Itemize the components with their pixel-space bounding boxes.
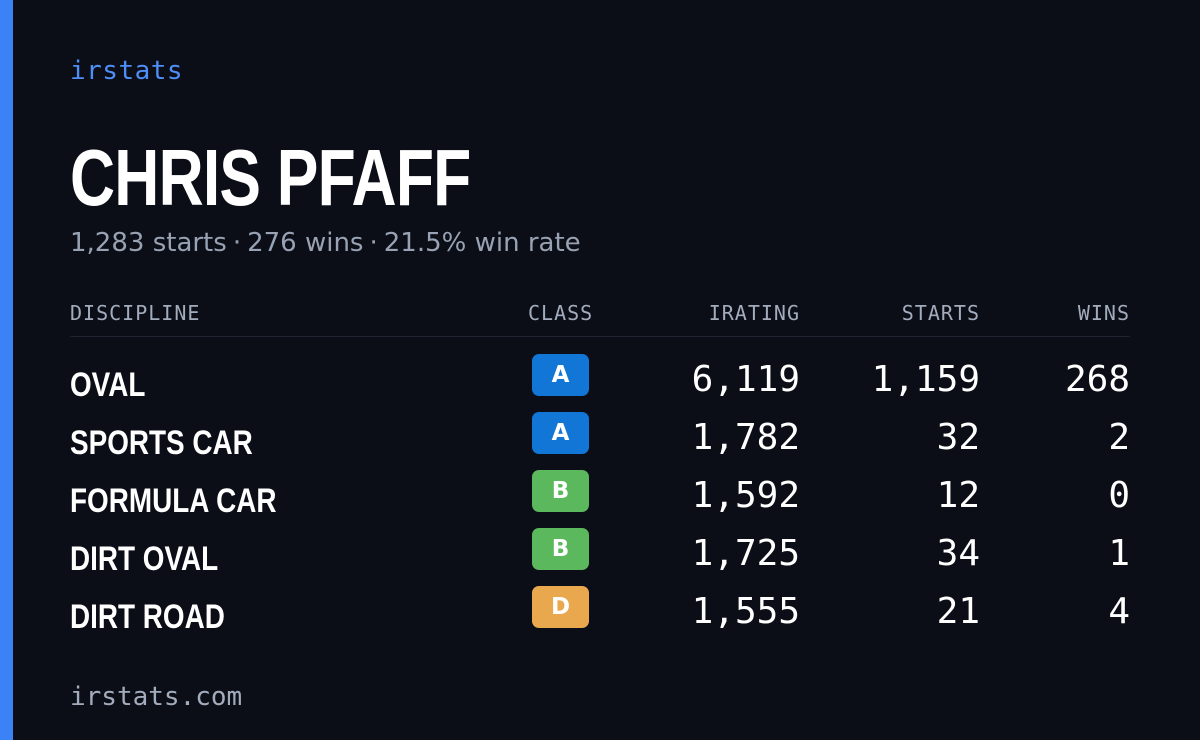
- row-irating: 1,555: [691, 591, 800, 632]
- summary-win-rate: 21.5% win rate: [383, 228, 581, 258]
- header-irating: IRATING: [708, 301, 800, 325]
- header-discipline: DISCIPLINE: [70, 301, 201, 325]
- row-wins: 4: [1108, 591, 1130, 632]
- row-discipline: SPORTS CAR: [70, 424, 253, 462]
- summary-separator: ·: [369, 228, 378, 258]
- row-discipline: OVAL: [70, 366, 146, 404]
- row-wins: 1: [1108, 533, 1130, 574]
- row-starts: 12: [936, 475, 980, 516]
- brand-logo-text: irstats: [70, 56, 184, 86]
- row-wins: 268: [1064, 359, 1130, 400]
- header-divider: [70, 336, 1130, 337]
- row-discipline: DIRT OVAL: [70, 540, 219, 578]
- class-badge: B: [532, 528, 589, 570]
- driver-name: CHRIS PFAFF: [70, 133, 471, 222]
- header-class: CLASS: [528, 301, 594, 325]
- row-wins: 0: [1108, 475, 1130, 516]
- footer-domain: irstats.com: [70, 682, 243, 712]
- class-badge: B: [532, 470, 589, 512]
- row-irating: 1,782: [691, 417, 800, 458]
- driver-summary: 1,283 starts · 276 wins · 21.5% win rate: [70, 228, 581, 258]
- row-irating: 1,592: [691, 475, 800, 516]
- class-badge: A: [532, 412, 589, 454]
- row-irating: 6,119: [691, 359, 800, 400]
- summary-wins: 276 wins: [247, 228, 364, 258]
- row-starts: 32: [936, 417, 980, 458]
- accent-bar: [0, 0, 13, 740]
- row-wins: 2: [1108, 417, 1130, 458]
- summary-starts: 1,283 starts: [70, 228, 227, 258]
- row-irating: 1,725: [691, 533, 800, 574]
- header-wins: WINS: [1077, 301, 1130, 325]
- summary-separator: ·: [232, 228, 242, 258]
- row-starts: 34: [936, 533, 980, 574]
- class-badge: D: [532, 586, 589, 628]
- row-starts: 1,159: [871, 359, 980, 400]
- header-starts: STARTS: [901, 301, 980, 325]
- row-discipline: DIRT ROAD: [70, 598, 225, 636]
- row-discipline: FORMULA CAR: [70, 482, 277, 520]
- row-starts: 21: [936, 591, 980, 632]
- class-badge: A: [532, 354, 589, 396]
